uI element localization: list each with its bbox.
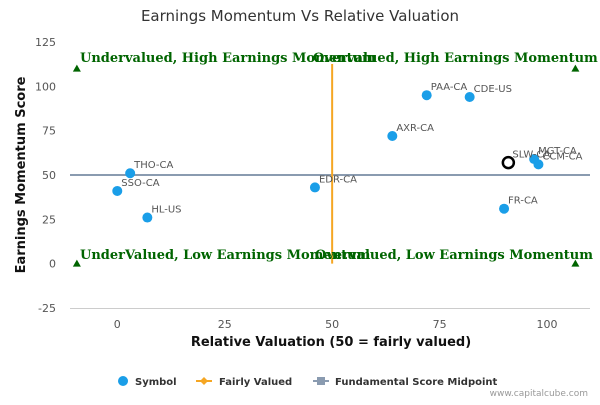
- legend-fairly-valued-label: Fairly Valued: [219, 377, 292, 388]
- quadrant-labels: Undervalued, High Earnings Momentum Over…: [80, 51, 598, 263]
- y-tick-label: 0: [49, 258, 56, 271]
- data-point-ccm-ca[interactable]: [533, 159, 544, 170]
- y-tick-label: 125: [35, 36, 56, 49]
- highlighted-point: [501, 155, 516, 170]
- credit-text: www.capitalcube.com: [490, 389, 588, 399]
- legend-item-fundamental-score-midpoint[interactable]: Fundamental Score Midpoint: [313, 377, 498, 388]
- data-label-tho-ca: THO-CA: [133, 160, 173, 171]
- quadrant-marker-bottom-right: [571, 259, 580, 267]
- data-label-hl-us: HL-US: [151, 205, 181, 216]
- y-axis-ticks: -25 0 25 50 75 100 125: [35, 36, 56, 315]
- x-tick-label: 50: [325, 318, 339, 331]
- legend-fairly-valued-diamond: [200, 377, 208, 385]
- data-point-fr-ca[interactable]: [499, 203, 510, 214]
- x-axis-ticks: 0 25 50 75 100: [114, 318, 558, 331]
- chart-title: Earnings Momentum Vs Relative Valuation: [141, 7, 459, 25]
- data-label-edr-ca: EDR-CA: [319, 174, 357, 185]
- quadrant-label-top-right: Overvalued, High Earnings Momentum: [313, 51, 598, 66]
- data-label-axr-ca: AXR-CA: [396, 123, 434, 134]
- data-label-paa-ca: PAA-CA: [431, 82, 468, 93]
- x-tick-label: 25: [218, 318, 232, 331]
- y-tick-label: -25: [38, 302, 56, 315]
- data-point-hl-us[interactable]: [142, 212, 153, 223]
- quadrant-markers: [72, 64, 580, 267]
- data-label-mgt-ca: MGT-CA: [538, 146, 577, 157]
- data-point-paa-ca[interactable]: [421, 90, 432, 101]
- x-tick-label: 0: [114, 318, 121, 331]
- legend: Symbol Fairly Valued Fundamental Score M…: [118, 376, 498, 388]
- plot-area: 0 25 50 75 100 -25 0 25 50 75 100 125 Undervalued,…: [35, 36, 598, 331]
- data-points: [112, 90, 544, 223]
- legend-item-fairly-valued[interactable]: Fairly Valued: [196, 377, 292, 388]
- x-tick-label: 100: [537, 318, 558, 331]
- quadrant-label-top-left: Undervalued, High Earnings Momentum: [80, 51, 376, 66]
- data-point-sso-ca[interactable]: [112, 185, 123, 196]
- legend-symbol-marker: [118, 376, 128, 386]
- quadrant-marker-bottom-left: [72, 259, 81, 267]
- data-point-cde-us[interactable]: [464, 91, 475, 102]
- data-label-fr-ca: FR-CA: [508, 196, 538, 207]
- data-label-sso-ca: SSO-CA: [121, 178, 159, 189]
- x-tick-label: 75: [433, 318, 447, 331]
- data-label-cde-us: CDE-US: [474, 84, 512, 95]
- legend-item-symbol[interactable]: Symbol: [118, 376, 177, 388]
- y-axis-title: Earnings Momentum Score: [14, 76, 29, 273]
- y-tick-label: 25: [42, 213, 56, 226]
- data-label-ccm-ca: CCM-CA: [542, 151, 582, 162]
- y-tick-label: 50: [42, 169, 56, 182]
- legend-midpoint-square: [317, 377, 325, 385]
- quadrant-label-bottom-right: Overvalued, Low Earnings Momentum: [315, 248, 593, 263]
- y-tick-label: 75: [42, 125, 56, 138]
- quadrant-marker-top-right: [571, 64, 580, 72]
- quadrant-marker-top-left: [72, 64, 81, 72]
- legend-symbol-label: Symbol: [135, 377, 177, 388]
- data-point-tho-ca[interactable]: [125, 168, 136, 179]
- data-point-edr-ca[interactable]: [309, 182, 320, 193]
- quadrant-label-bottom-left: UnderValued, Low Earnings Momentum: [80, 248, 371, 263]
- x-axis-title: Relative Valuation (50 = fairly valued): [191, 335, 471, 350]
- legend-midpoint-label: Fundamental Score Midpoint: [335, 377, 498, 388]
- data-label-slw-ca: SLW-CA: [512, 150, 550, 161]
- data-point-axr-ca[interactable]: [387, 130, 398, 141]
- y-tick-label: 100: [35, 80, 56, 93]
